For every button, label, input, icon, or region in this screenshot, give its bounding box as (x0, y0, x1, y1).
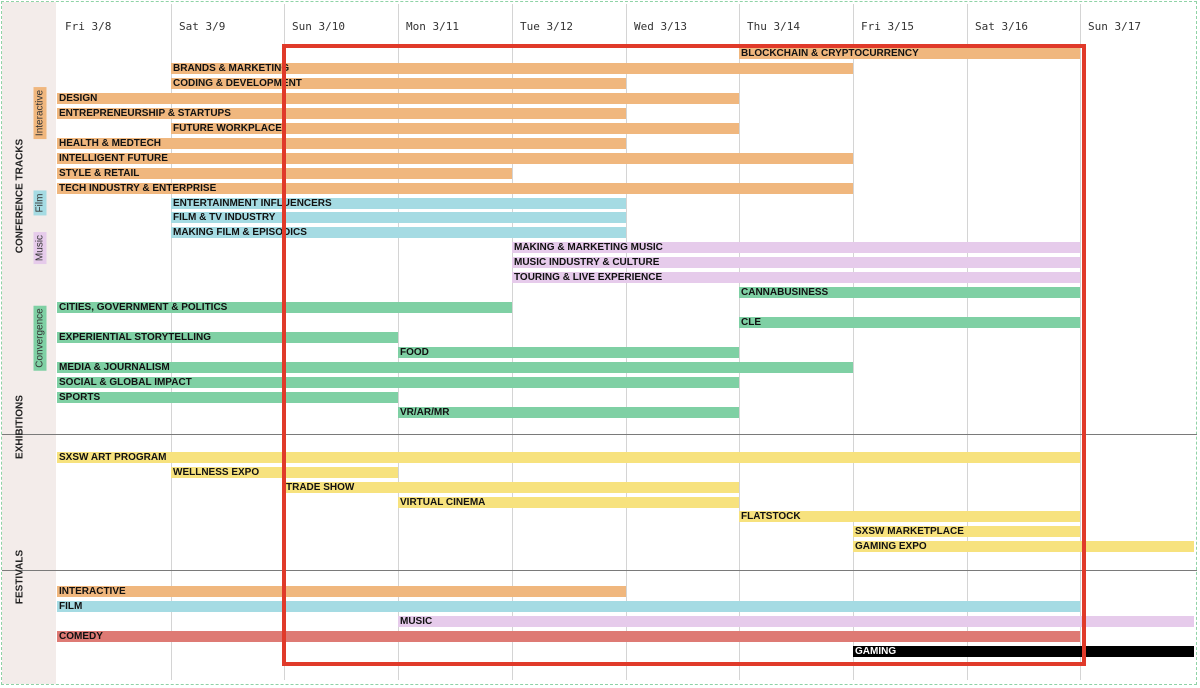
track-bar: COMEDY (57, 631, 1080, 642)
track-bar: EXPERIENTIAL STORYTELLING (57, 332, 398, 343)
track-bar: INTERACTIVE (57, 586, 626, 597)
day-header: Mon 3/11 (406, 20, 459, 33)
track-bar: FILM & TV INDUSTRY (171, 212, 626, 223)
track-bar: CANNABUSINESS (739, 287, 1080, 298)
track-bar: CITIES, GOVERNMENT & POLITICS (57, 302, 512, 313)
track-bar: HEALTH & MEDTECH (57, 138, 626, 149)
track-bar: DESIGN (57, 93, 739, 104)
section-label: EXHIBITIONS (14, 395, 26, 459)
day-header: Wed 3/13 (634, 20, 687, 33)
track-bar: MEDIA & JOURNALISM (57, 362, 853, 373)
track-bar: CLE (739, 317, 1080, 328)
day-header: Fri 3/8 (65, 20, 112, 33)
track-bar: TOURING & LIVE EXPERIENCE (512, 272, 1080, 283)
day-header: Sat 3/9 (179, 20, 226, 33)
track-bar: MUSIC INDUSTRY & CULTURE (512, 257, 1080, 268)
day-header: Sat 3/16 (975, 20, 1028, 33)
track-bar: INTELLIGENT FUTURE (57, 153, 853, 164)
day-header: Tue 3/12 (520, 20, 573, 33)
track-bar: FILM (57, 601, 1080, 612)
grid-line (1080, 4, 1081, 680)
grid-line (398, 4, 399, 680)
track-bar: SPORTS (57, 392, 398, 403)
day-header: Sun 3/17 (1088, 20, 1141, 33)
section-label-column (2, 2, 56, 684)
track-bar: MUSIC (398, 616, 1194, 627)
day-header: Fri 3/15 (861, 20, 914, 33)
track-bar: STYLE & RETAIL (57, 168, 512, 179)
track-bar: SXSW MARKETPLACE (853, 526, 1080, 537)
subgroup-label: Film (33, 190, 47, 216)
track-bar: VIRTUAL CINEMA (398, 497, 739, 508)
grid-line (967, 4, 968, 680)
track-bar: TRADE SHOW (284, 482, 739, 493)
track-bar: CODING & DEVELOPMENT (171, 78, 626, 89)
track-bar: TECH INDUSTRY & ENTERPRISE (57, 183, 853, 194)
grid-line (512, 4, 513, 680)
track-bar: GAMING EXPO (853, 541, 1194, 552)
track-bar: FLATSTOCK (739, 511, 1080, 522)
section-divider (2, 434, 1197, 435)
track-bar: GAMING (853, 646, 1194, 657)
subgroup-label: Convergence (33, 305, 47, 371)
subgroup-label: Interactive (33, 86, 47, 140)
track-bar: BLOCKCHAIN & CRYPTOCURRENCY (739, 48, 1080, 59)
track-bar: MAKING & MARKETING MUSIC (512, 242, 1080, 253)
track-bar: ENTERTAINMENT INFLUENCERS (171, 198, 626, 209)
track-bar: SXSW ART PROGRAM (57, 452, 1080, 463)
track-bar: VR/AR/MR (398, 407, 739, 418)
grid-line (626, 4, 627, 680)
section-label: FESTIVALS (14, 549, 26, 605)
subgroup-label: Music (33, 231, 47, 265)
grid-line (739, 4, 740, 680)
track-bar: FUTURE WORKPLACE (171, 123, 739, 134)
track-bar: WELLNESS EXPO (171, 467, 398, 478)
track-bar: SOCIAL & GLOBAL IMPACT (57, 377, 739, 388)
grid-line (853, 4, 854, 680)
track-bar: BRANDS & MARKETING (171, 63, 853, 74)
day-header: Thu 3/14 (747, 20, 800, 33)
day-header: Sun 3/10 (292, 20, 345, 33)
section-divider (2, 570, 1197, 571)
track-bar: ENTREPRENEURSHIP & STARTUPS (57, 108, 626, 119)
track-bar: MAKING FILM & EPISODICS (171, 227, 626, 238)
section-label: CONFERENCE TRACKS (14, 138, 26, 254)
track-bar: FOOD (398, 347, 739, 358)
